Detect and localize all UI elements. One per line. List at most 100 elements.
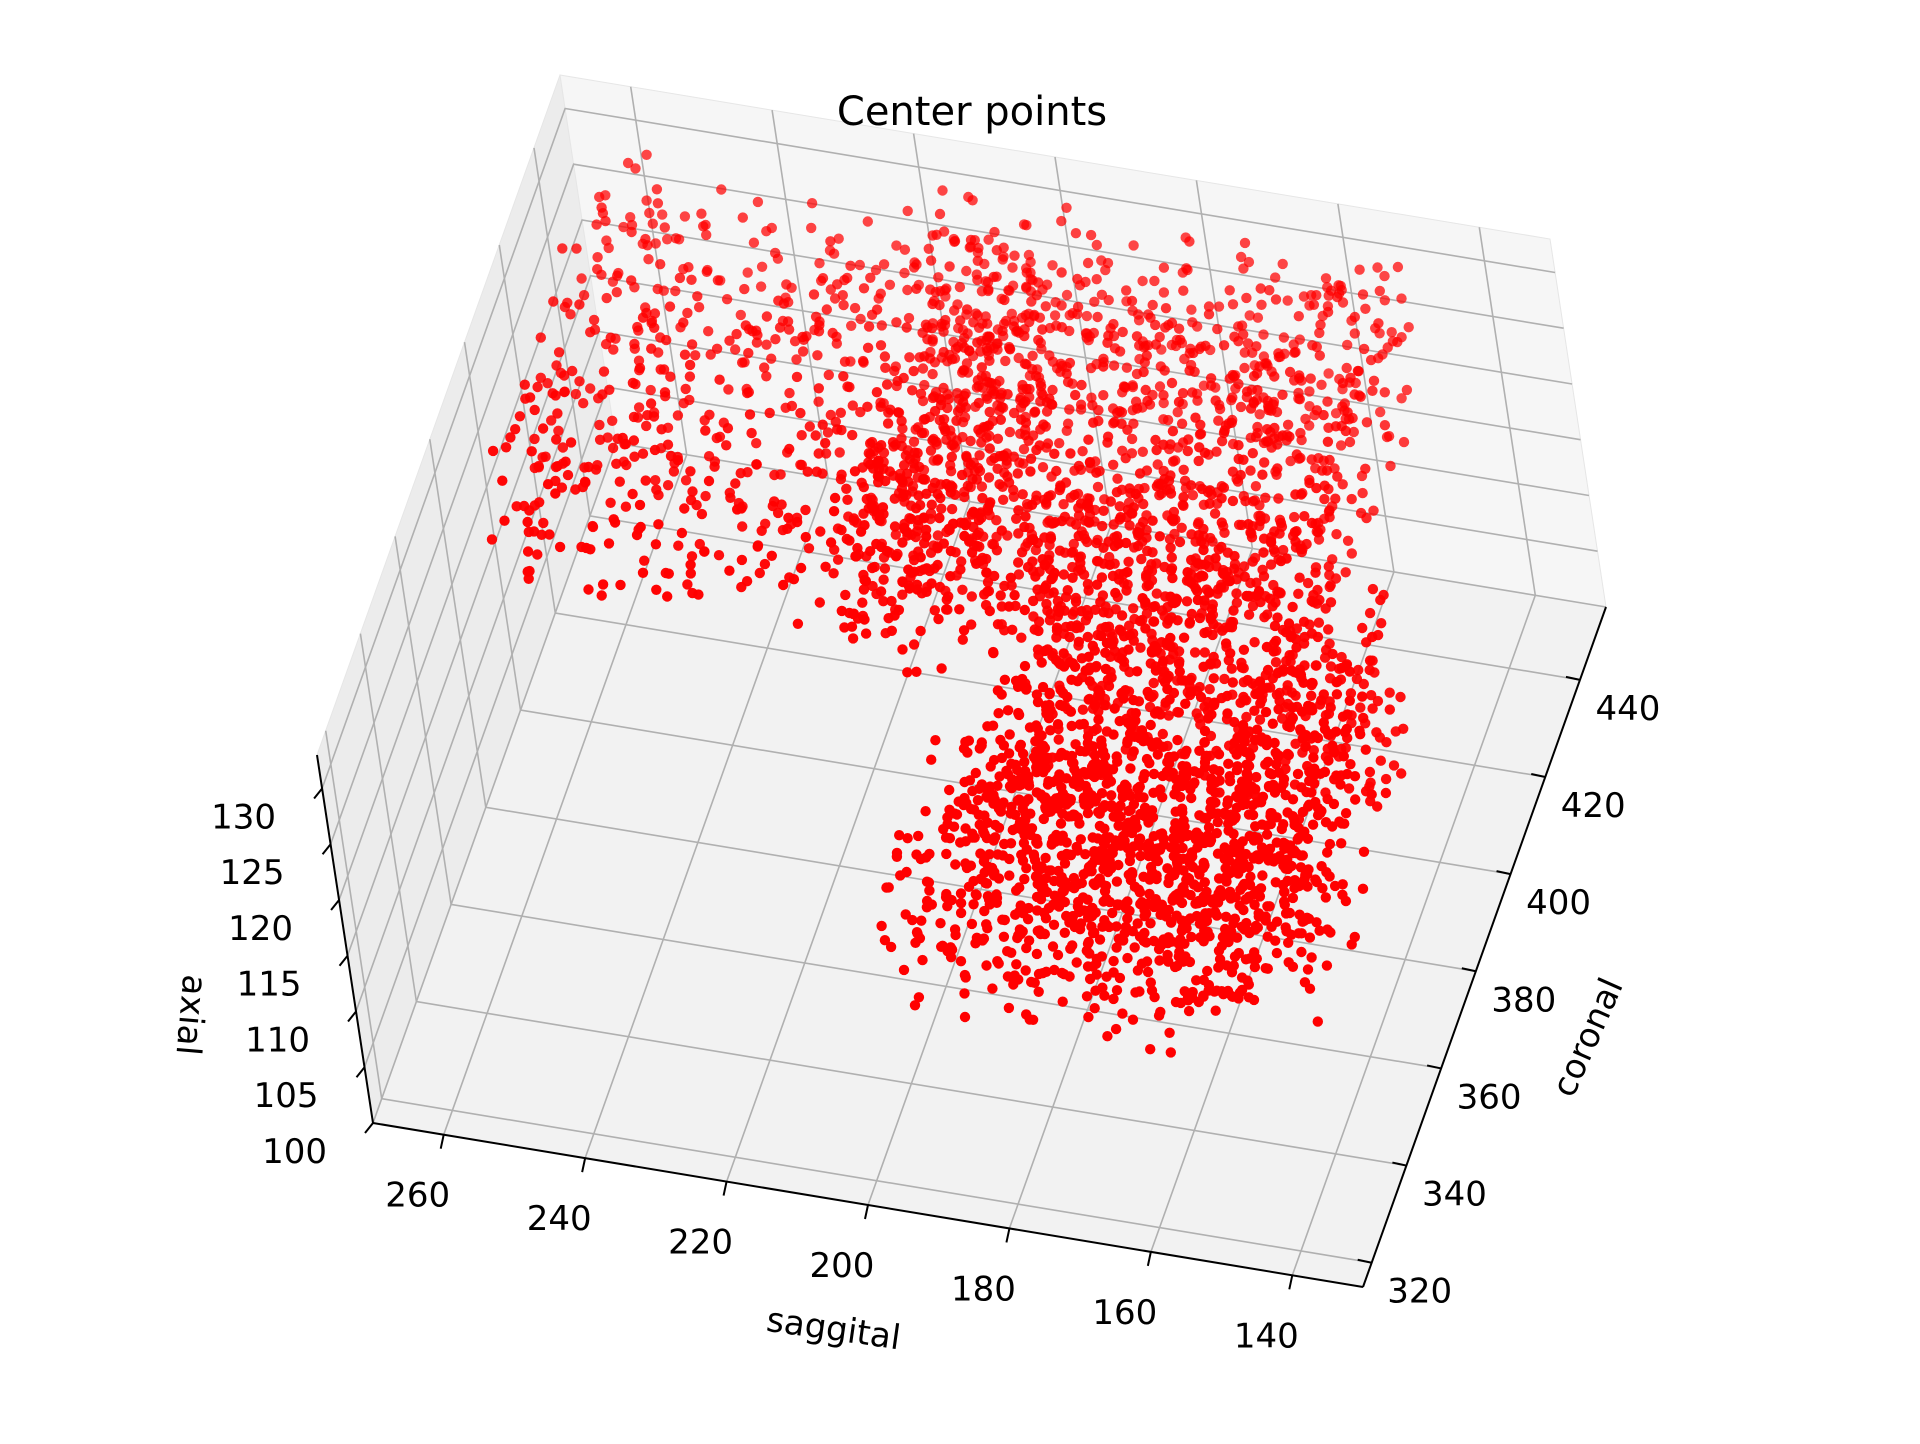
- data-point: [1219, 528, 1229, 538]
- data-point: [665, 372, 675, 382]
- data-point: [1062, 290, 1072, 300]
- data-point: [985, 443, 995, 453]
- data-point: [1144, 851, 1154, 861]
- data-point: [863, 216, 873, 226]
- data-point: [1186, 577, 1196, 587]
- data-point: [1238, 263, 1248, 273]
- data-point: [1102, 779, 1112, 789]
- data-point: [1236, 470, 1246, 480]
- data-point: [1228, 829, 1238, 839]
- data-point: [1157, 792, 1167, 802]
- data-point: [730, 344, 740, 354]
- data-point: [524, 505, 534, 515]
- data-point: [1089, 328, 1099, 338]
- data-point: [1211, 395, 1221, 405]
- data-point: [859, 482, 869, 492]
- data-point: [680, 211, 690, 221]
- data-point: [1052, 802, 1062, 812]
- data-point: [1198, 662, 1208, 672]
- data-point: [1133, 965, 1143, 975]
- data-point: [1380, 420, 1390, 430]
- data-point: [1138, 367, 1148, 377]
- data-point: [632, 530, 642, 540]
- data-point: [1077, 446, 1087, 456]
- data-point: [1014, 794, 1024, 804]
- data-point: [909, 437, 919, 447]
- data-point: [1083, 610, 1093, 620]
- data-point: [1072, 957, 1082, 967]
- data-point: [1133, 309, 1143, 319]
- data-point: [991, 515, 1001, 525]
- data-point: [1076, 380, 1086, 390]
- data-point: [1041, 913, 1051, 923]
- data-point: [851, 551, 861, 561]
- data-point: [944, 785, 954, 795]
- data-point: [1266, 537, 1276, 547]
- data-point: [859, 283, 869, 293]
- data-point: [880, 363, 890, 373]
- data-point: [778, 580, 788, 590]
- data-point: [1313, 1016, 1323, 1026]
- data-point: [651, 485, 661, 495]
- data-point: [608, 443, 618, 453]
- data-point: [959, 492, 969, 502]
- data-point: [1037, 657, 1047, 667]
- data-point: [1167, 573, 1177, 583]
- data-point: [1099, 991, 1109, 1001]
- data-point: [1019, 522, 1029, 532]
- data-point: [1196, 692, 1206, 702]
- data-point: [1199, 936, 1209, 946]
- data-point: [663, 480, 673, 490]
- data-point: [1162, 684, 1172, 694]
- data-point: [1381, 788, 1391, 798]
- data-point: [1268, 719, 1278, 729]
- data-point: [1227, 392, 1237, 402]
- data-point: [1122, 567, 1132, 577]
- data-point: [682, 579, 692, 589]
- data-point: [1110, 588, 1120, 598]
- data-point: [566, 437, 576, 447]
- data-point: [830, 493, 840, 503]
- data-point: [826, 537, 836, 547]
- data-point: [1202, 966, 1212, 976]
- data-point: [615, 580, 625, 590]
- data-point: [1024, 317, 1034, 327]
- data-point: [1091, 758, 1101, 768]
- data-point: [829, 506, 839, 516]
- data-point: [634, 402, 644, 412]
- data-point: [639, 556, 649, 566]
- data-point: [1217, 436, 1227, 446]
- data-point: [1393, 262, 1403, 272]
- data-point: [974, 450, 984, 460]
- data-point: [1046, 574, 1056, 584]
- data-point: [1095, 688, 1105, 698]
- data-point: [880, 935, 890, 945]
- data-point: [784, 388, 794, 398]
- data-point: [970, 832, 980, 842]
- data-point: [959, 988, 969, 998]
- data-point: [595, 435, 605, 445]
- data-point: [1323, 307, 1333, 317]
- data-point: [1083, 1012, 1093, 1022]
- data-point: [845, 261, 855, 271]
- data-point: [1255, 698, 1265, 708]
- data-point: [761, 226, 771, 236]
- data-point: [1122, 738, 1132, 748]
- data-point: [1132, 331, 1142, 341]
- data-point: [1066, 621, 1076, 631]
- data-point: [1315, 769, 1325, 779]
- data-point: [950, 924, 960, 934]
- data-point: [881, 882, 891, 892]
- data-point: [950, 859, 960, 869]
- data-point: [897, 537, 907, 547]
- data-point: [1366, 690, 1376, 700]
- data-point: [1038, 928, 1048, 938]
- data-point: [1162, 767, 1172, 777]
- data-point: [1004, 854, 1014, 864]
- data-point: [1194, 713, 1204, 723]
- data-point: [1306, 691, 1316, 701]
- data-point: [1345, 666, 1355, 676]
- data-point: [1307, 454, 1317, 464]
- data-point: [1355, 702, 1365, 712]
- data-point: [1002, 471, 1012, 481]
